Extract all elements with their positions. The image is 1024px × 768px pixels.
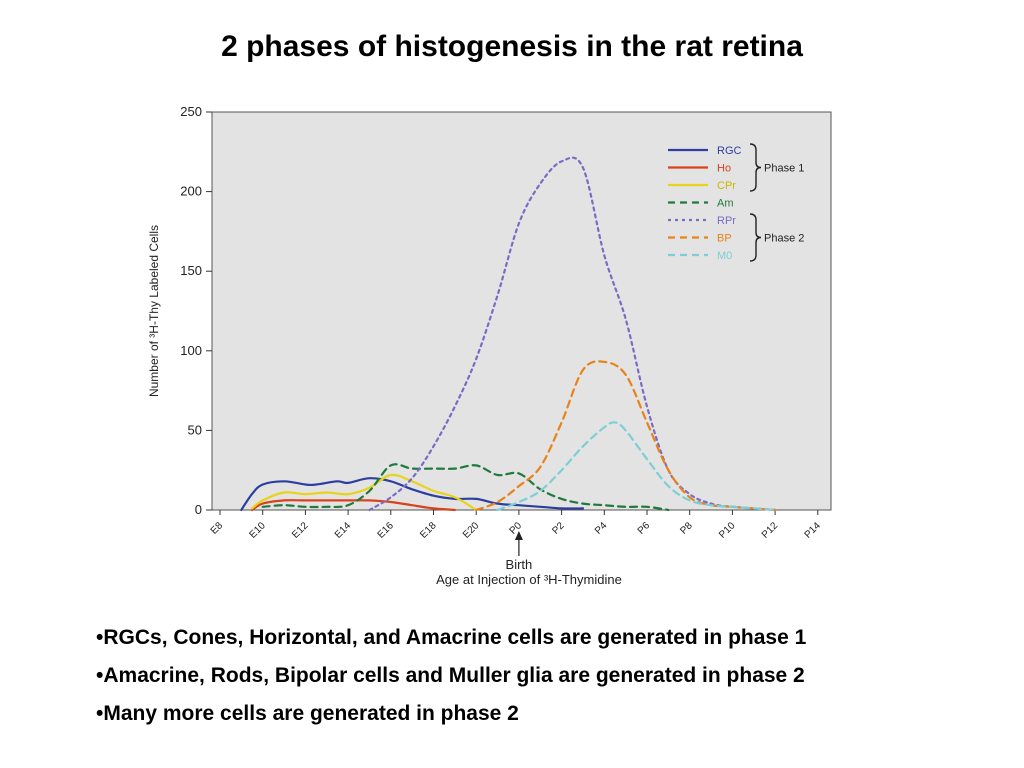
birth-label: Birth <box>506 557 533 572</box>
series-line-am <box>261 463 670 512</box>
legend-label-m0: M0 <box>717 250 732 262</box>
x-tick-label: P2 <box>550 520 567 537</box>
y-tick-label: 250 <box>180 104 202 119</box>
phase1-label: Phase 1 <box>764 163 804 175</box>
y-tick-label: 150 <box>180 263 202 278</box>
birth-arrow-head <box>514 531 523 540</box>
y-tick-label: 200 <box>180 184 202 199</box>
x-tick-label: P12 <box>760 520 781 541</box>
x-tick-label: P14 <box>803 520 824 541</box>
phase2-label: Phase 2 <box>764 233 804 245</box>
legend-label-rpr: RPr <box>717 215 736 227</box>
x-tick-label: P4 <box>593 520 610 537</box>
y-axis-label: Number of ³H-Thy Labeled Cells <box>147 225 161 397</box>
x-tick-label: E8 <box>209 520 226 537</box>
legend-label-ho: Ho <box>717 163 731 175</box>
series-line-cpr <box>250 473 478 512</box>
phase1-brace <box>749 143 762 192</box>
plot-area <box>211 111 832 511</box>
y-tick-label: 100 <box>180 343 202 358</box>
legend-label-am: Am <box>717 198 734 210</box>
x-tick-label: E10 <box>247 520 268 541</box>
series-line-rgc <box>240 477 585 512</box>
y-tick-label: 0 <box>195 502 202 517</box>
x-axis-label: Age at Injection of ³H-Thymidine <box>436 572 622 587</box>
x-tick-label: P10 <box>717 520 738 541</box>
x-tick-label: E20 <box>461 520 482 541</box>
series-line-rpr <box>368 156 777 512</box>
series-line-m0 <box>496 421 777 512</box>
slide-title: 2 phases of histogenesis in the rat reti… <box>221 30 803 63</box>
legend-label-rgc: RGC <box>717 145 742 157</box>
bullet-more-cells: •Many more cells are generated in phase … <box>96 702 519 725</box>
bullet-phase1: •RGCs, Cones, Horizontal, and Amacrine c… <box>96 626 807 649</box>
legend-label-cpr: CPr <box>717 180 736 192</box>
x-tick-label: P8 <box>678 520 695 537</box>
x-tick-label: E18 <box>418 520 439 541</box>
bullet-phase2: •Amacrine, Rods, Bipolar cells and Mulle… <box>96 664 805 687</box>
series-line-bp <box>475 360 777 512</box>
histogenesis-line-chart: 0 50 100 150 200 250 E8 E10 E12 E14 E16 E18 E20 P0 P2 P… <box>147 104 832 587</box>
x-tick-label: E16 <box>376 520 397 541</box>
bullet-list: •RGCs, Cones, Horizontal, and Amacrine c… <box>96 624 996 738</box>
x-tick-label: E12 <box>290 520 311 541</box>
y-tick-label: 50 <box>188 422 202 437</box>
x-tick-label: P6 <box>636 520 653 537</box>
legend-label-bp: BP <box>717 233 732 245</box>
x-tick-label: P0 <box>508 520 525 537</box>
x-tick-label: E14 <box>333 520 354 541</box>
phase2-brace <box>749 213 762 262</box>
series-line-ho <box>250 499 456 512</box>
